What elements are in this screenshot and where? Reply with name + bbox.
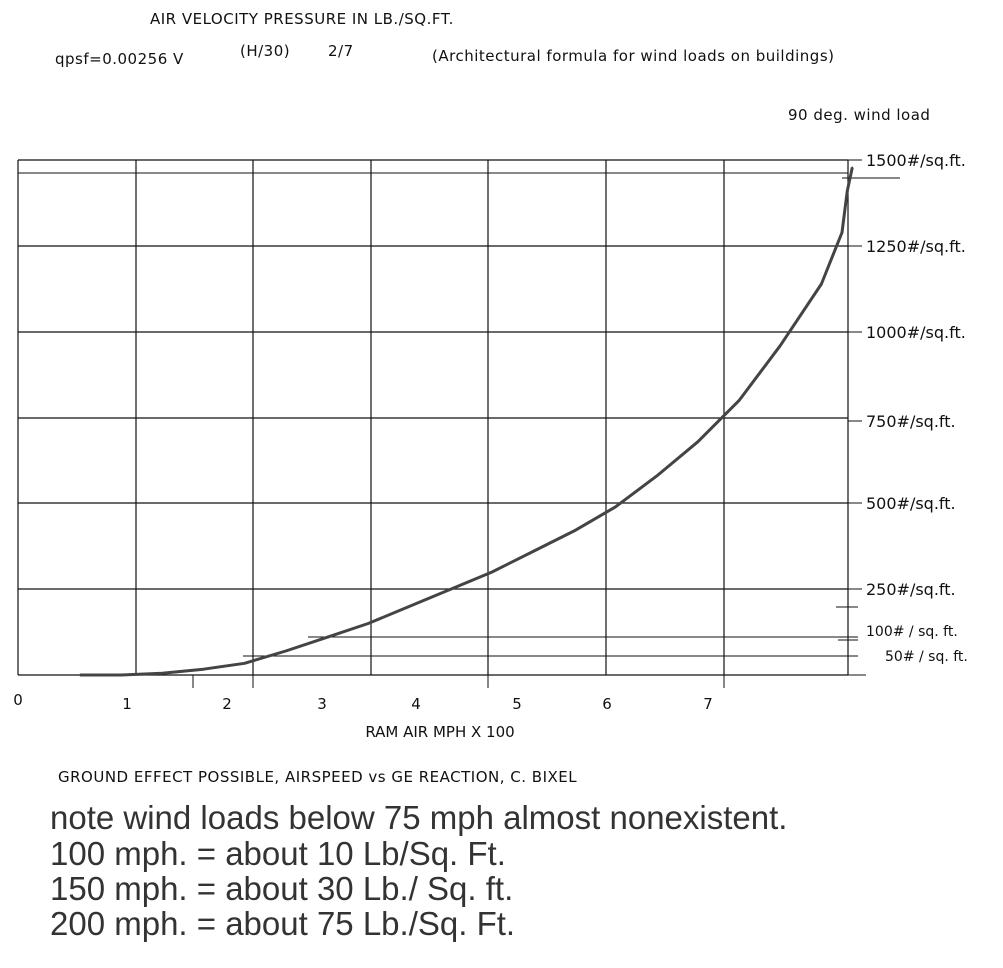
note-line-2: 100 mph. = about 10 Lb/Sq. Ft.: [50, 835, 506, 872]
series-point-15: [697, 440, 699, 443]
series-point-8: [408, 605, 411, 608]
note-line-4: 200 mph. = about 75 Lb./Sq. Ft.: [50, 905, 516, 942]
formula-note: (Architectural formula for wind loads on…: [432, 47, 835, 65]
ref-line-label-0: 100# / sq. ft.: [866, 624, 958, 640]
series-point-5: [285, 650, 287, 652]
formula-exponent-power: 2/7: [328, 42, 354, 60]
series-point-9: [449, 588, 452, 591]
wind-load-label: 90 deg. wind load: [788, 106, 931, 124]
x-tick-label-0: 1: [122, 695, 132, 713]
formula: qpsf=0.00256 V: [55, 50, 184, 68]
x-axis-label: RAM AIR MPH X 100: [365, 723, 514, 741]
x-tick-label-2: 3: [317, 695, 327, 713]
series-point-19: [841, 231, 843, 234]
series-point-17: [779, 344, 781, 347]
series-point-7: [367, 622, 370, 625]
series-point-12: [573, 530, 575, 532]
y-tick-label-0: 1500#/sq.ft.: [866, 151, 966, 170]
formula-exponent-ratio: (H/30): [240, 42, 291, 60]
x-tick-label-5: 6: [602, 695, 612, 713]
series-point-2: [161, 672, 163, 675]
y-tick-label-4: 500#/sq.ft.: [866, 494, 956, 513]
chart-title: AIR VELOCITY PRESSURE IN LB./SQ.FT.: [150, 10, 454, 28]
series-point-11: [532, 550, 534, 553]
ref-line-label-1: 50# / sq. ft.: [885, 649, 968, 665]
x-tick-label-3: 4: [411, 695, 421, 713]
x-tick-label-4: 5: [512, 695, 522, 713]
y-tick-label-5: 250#/sq.ft.: [866, 580, 956, 599]
series-point-3: [202, 668, 205, 670]
series-point-4: [243, 662, 246, 665]
series-point-14: [655, 475, 658, 477]
series-point-10: [491, 571, 493, 573]
series-point-21: [851, 166, 854, 169]
series-point-16: [738, 399, 740, 402]
y-tick-label-3: 750#/sq.ft.: [866, 412, 956, 431]
y-tick-label-1: 1250#/sq.ft.: [866, 237, 966, 256]
series-point-18: [820, 283, 823, 285]
chart-caption: GROUND EFFECT POSSIBLE, AIRSPEED vs GE R…: [58, 768, 578, 786]
series-point-0: [79, 674, 81, 676]
series-point-6: [326, 636, 328, 639]
x-tick-label-1: 2: [222, 695, 232, 713]
origin-label: 0: [13, 691, 23, 709]
series-point-20: [846, 190, 848, 193]
note-line-3: 150 mph. = about 30 Lb./ Sq. ft.: [50, 870, 514, 907]
y-tick-label-2: 1000#/sq.ft.: [866, 323, 966, 342]
series-line: [79, 167, 854, 677]
x-tick-label-6: 7: [703, 695, 713, 713]
note-line-1: note wind loads below 75 mph almost none…: [50, 799, 788, 836]
series-point-1: [120, 674, 122, 676]
series-point-13: [614, 506, 617, 508]
